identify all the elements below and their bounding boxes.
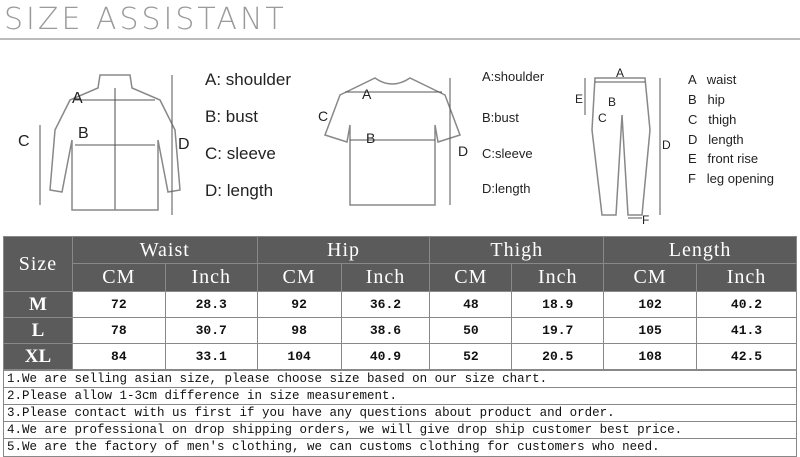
table-header-row: Size Waist Hip Thigh Length [3,236,797,292]
note-item: 2.Please allow 1-3cm difference in size … [4,388,796,405]
table-row: XL 84 33.1 104 40.9 52 20.5 108 42.5 [3,343,797,370]
size-header: Size [3,236,73,292]
tshirt-label-b: B [366,130,376,146]
legend-item: F leg opening [688,171,775,186]
table-row: L 78 30.7 98 38.6 50 19.7 105 41.3 [3,317,797,344]
value-cell: 48 [429,291,513,318]
value-cell: 28.3 [164,291,258,318]
tshirt-illustration [324,77,461,206]
value-cell: 36.2 [340,291,431,318]
group-header-thigh: Thigh [429,236,605,264]
legend-item: C:sleeve [482,146,533,161]
value-cell: 40.2 [696,291,797,318]
group-header-waist: Waist [71,236,258,264]
legend-item: A: shoulder [205,70,291,89]
value-cell: 40.9 [340,343,431,370]
value-cell: 18.9 [511,291,605,318]
pants-label-c: C [598,111,607,125]
size-chart-table: Size Waist Hip Thigh Length CM Inch CM Inc… [3,236,797,370]
note-item: 5.We are the factory of men's clothing, … [7,440,660,454]
legend-item: D length [688,132,744,147]
jacket-label-a: A [72,90,83,107]
size-cell: L [3,317,73,344]
tshirt-label-d: D [458,143,469,159]
size-cell: XL [3,343,73,370]
value-cell: 30.7 [164,317,258,344]
size-cell: M [3,291,73,318]
table-unit-row: CM Inch CM Inch CM Inch CM Inch [4,263,797,292]
value-cell: 41.3 [696,317,797,344]
pants-label-e: E [575,92,584,106]
value-cell: 104 [256,343,342,370]
note-item: 1.We are selling asian size, please choo… [4,371,796,388]
legend-item: D:length [482,181,531,196]
legend-item: C thigh [688,112,737,127]
legend-item: B: bust [205,107,258,126]
value-cell: 42.5 [696,343,797,370]
pants-label-f: F [642,213,650,227]
unit-header: CM [71,263,166,292]
table-row: M 72 28.3 92 36.2 48 18.9 102 40.2 [3,291,797,318]
value-cell: 105 [603,317,698,344]
jacket-label-c: C [18,133,30,150]
value-cell: 38.6 [340,317,431,344]
page-title: SIZE ASSISTANT [4,2,287,37]
value-cell: 108 [603,343,698,370]
legend-item: A waist [688,72,737,87]
legend-item: D: length [205,181,274,200]
value-cell: 78 [71,317,166,344]
value-cell: 84 [71,343,166,370]
unit-header: CM [256,263,342,292]
value-cell: 98 [256,317,342,344]
unit-header: CM [603,263,698,292]
unit-header: Inch [164,263,258,292]
jacket-label-b: B [78,125,89,142]
tshirt-label-c: C [318,108,329,124]
unit-header: CM [429,263,513,292]
pants-label-d: D [662,138,671,152]
value-cell: 72 [71,291,166,318]
jacket-label-d: D [178,136,190,153]
group-header-hip: Hip [256,236,431,264]
pants-label-b: B [608,95,617,109]
value-cell: 92 [256,291,342,318]
legend-item: A:shoulder [482,69,545,84]
jacket-illustration [39,74,181,215]
group-header-length: Length [603,236,797,264]
value-cell: 102 [603,291,698,318]
tshirt-label-a: A [362,86,372,102]
legend-item: B hip [688,92,725,107]
title-divider [0,38,800,40]
value-cell: 19.7 [511,317,605,344]
pants-label-a: A [616,66,625,80]
unit-header: Inch [340,263,431,292]
legend-item: B:bust [482,110,519,125]
unit-header: Inch [696,263,797,292]
unit-header: Inch [511,263,605,292]
value-cell: 33.1 [164,343,258,370]
pants-illustration [584,77,661,219]
note-item: 4.We are professional on drop shipping o… [4,422,796,439]
value-cell: 52 [429,343,513,370]
legend-item: C: sleeve [205,144,276,163]
legend-item: E front rise [688,151,759,166]
notes-list: 1.We are selling asian size, please choo… [3,370,797,457]
note-item: 3.Please contact with us first if you ha… [4,405,796,422]
value-cell: 50 [429,317,513,344]
value-cell: 20.5 [511,343,605,370]
